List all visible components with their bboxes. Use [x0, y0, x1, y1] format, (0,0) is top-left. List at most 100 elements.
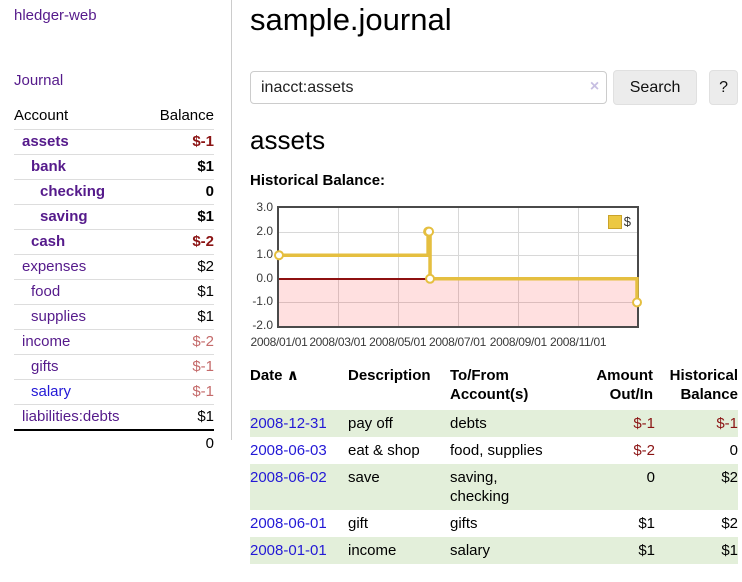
register-balance-cell: $1	[721, 542, 738, 559]
transaction-date-link[interactable]: 2008-06-03	[250, 442, 327, 459]
register-description-cell: gift	[348, 515, 369, 532]
sidebar-account-link-supplies[interactable]: supplies	[31, 308, 87, 325]
register-date-cell: 2008-01-01	[250, 537, 348, 564]
balance-column-header: Balance	[146, 104, 214, 130]
description-column-header: Description	[348, 367, 431, 384]
register-date-cell: 2008-06-01	[250, 510, 348, 537]
main-content: sample.journal × Search ? assets Histori…	[250, 0, 738, 564]
search-form: × Search ?	[250, 70, 738, 105]
amount-column-header: Amount Out/In	[596, 367, 653, 403]
register-amount-cell: $1	[638, 542, 655, 559]
account-balance: $1	[146, 204, 214, 230]
account-cell: expenses	[14, 254, 147, 280]
account-balance: $-1	[146, 379, 214, 405]
search-button[interactable]: Search	[613, 70, 698, 105]
sidebar-account-link-assets[interactable]: assets	[22, 133, 69, 150]
gridline	[337, 208, 339, 326]
register-date-cell: 2008-12-31	[250, 410, 348, 437]
sort-ascending-icon: ∧	[286, 367, 299, 384]
y-axis-tick-label: 2.0	[256, 223, 273, 238]
x-axis-tick-label: 2008/11/01	[550, 335, 607, 349]
help-button[interactable]: ?	[709, 70, 738, 105]
balance-column-header-register: Historical Balance	[669, 367, 738, 403]
account-row: liabilities:debts $1	[14, 404, 214, 431]
account-balance: $-1	[146, 354, 214, 380]
register-body: 2008-12-31 pay off debts $-1 $-1 2008-06-03 ea…	[250, 410, 738, 564]
sidebar-account-link-expenses[interactable]: expenses	[22, 258, 87, 275]
date-column-header[interactable]: Date ∧	[250, 367, 299, 384]
account-row: expenses $2	[14, 254, 214, 280]
account-total-spacer	[14, 430, 146, 456]
sidebar-account-link-checking[interactable]: checking	[40, 183, 106, 200]
legend-label: $	[623, 214, 631, 229]
sidebar-account-link-gifts[interactable]: gifts	[31, 358, 59, 375]
register-balance-cell: 0	[729, 442, 738, 459]
account-cell: liabilities:debts	[14, 404, 147, 431]
legend-swatch-icon	[607, 214, 622, 229]
account-cell: income	[14, 329, 147, 355]
account-balance: $1	[146, 404, 214, 431]
sidebar: hledger-web Journal Account Balance asse…	[0, 0, 232, 452]
register-accounts-cell: debts	[450, 415, 487, 432]
y-axis-tick-label: 0.0	[256, 270, 273, 285]
historical-balance-chart: $ 3.0 2.0 1.0 0.0 -1.0 -2.0 2008/01/01 2008/03/…	[250, 200, 738, 349]
register-accounts-cell: gifts	[450, 515, 478, 532]
register-balance-cell: $-1	[716, 415, 738, 432]
register-accounts-cell: salary	[450, 542, 491, 559]
search-box: ×	[250, 71, 608, 104]
gridline	[518, 208, 520, 326]
register-balance-cell: $2	[721, 515, 738, 532]
register-table: Date ∧ Description To/From Account(s) Am…	[250, 364, 738, 564]
account-balance: $1	[146, 304, 214, 330]
x-axis-tick-label: 2008/01/01	[250, 335, 308, 349]
account-cell: supplies	[14, 304, 147, 330]
register-amount-cell: $-2	[633, 442, 655, 459]
sidebar-item-journal[interactable]: Journal	[14, 72, 64, 89]
sidebar-account-link-income[interactable]: income	[22, 333, 71, 350]
account-balance: $1	[146, 279, 214, 305]
gridline	[578, 208, 580, 326]
transaction-date-link[interactable]: 2008-12-31	[250, 415, 327, 432]
search-input[interactable]	[250, 71, 608, 104]
account-row: supplies $1	[14, 304, 214, 330]
register-amount-cell: $-1	[633, 415, 655, 432]
sidebar-account-link-saving[interactable]: saving	[40, 208, 88, 225]
transaction-date-link[interactable]: 2008-01-01	[250, 542, 327, 559]
x-axis-tick-label: 2008/07/01	[428, 335, 487, 349]
transaction-date-link[interactable]: 2008-06-01	[250, 515, 327, 532]
gridline	[457, 208, 459, 326]
data-point-marker	[632, 297, 642, 308]
register-row: 2008-12-31 pay off debts $-1 $-1	[250, 410, 738, 437]
sidebar-account-link-salary[interactable]: salary	[31, 383, 72, 400]
register-balance-cell: $2	[721, 469, 738, 486]
sidebar-account-link-liabilities-debts[interactable]: liabilities:debts	[22, 408, 120, 425]
register-row: 2008-06-01 gift gifts $1 $2	[250, 510, 738, 537]
register-description-cell: eat & shop	[348, 442, 420, 459]
data-point-marker	[424, 226, 435, 237]
account-heading: assets	[250, 125, 326, 155]
y-axis-tick-label: -1.0	[252, 294, 273, 309]
account-column-header: Account	[14, 104, 147, 130]
sidebar-account-link-cash[interactable]: cash	[31, 233, 66, 250]
account-balance: $-1	[146, 129, 214, 155]
y-axis-tick-label: -2.0	[252, 318, 273, 332]
register-description-cell: save	[348, 469, 380, 486]
y-axis-tick-label: 1.0	[256, 247, 273, 262]
account-balance: 0	[146, 179, 214, 205]
transaction-date-link[interactable]: 2008-06-02	[250, 469, 327, 486]
clear-search-icon[interactable]: ×	[589, 78, 600, 95]
account-cell: cash	[14, 229, 147, 255]
chart-heading: Historical Balance:	[250, 172, 386, 189]
sidebar-account-link-bank[interactable]: bank	[31, 158, 67, 175]
sidebar-account-link-food[interactable]: food	[31, 283, 61, 300]
account-balance: $2	[146, 254, 214, 280]
app-brand-link[interactable]: hledger-web	[14, 7, 97, 24]
account-row: assets $-1	[14, 129, 214, 155]
account-row: bank $1	[14, 154, 214, 180]
chart-plot-area: $	[274, 206, 642, 328]
account-tree-header-row: Account Balance	[14, 104, 214, 130]
account-tree: Account Balance assets $-1 bank $1 checking 0…	[14, 104, 214, 456]
account-balance: $-2	[146, 329, 214, 355]
gridline	[397, 208, 399, 326]
account-cell: gifts	[14, 354, 147, 380]
